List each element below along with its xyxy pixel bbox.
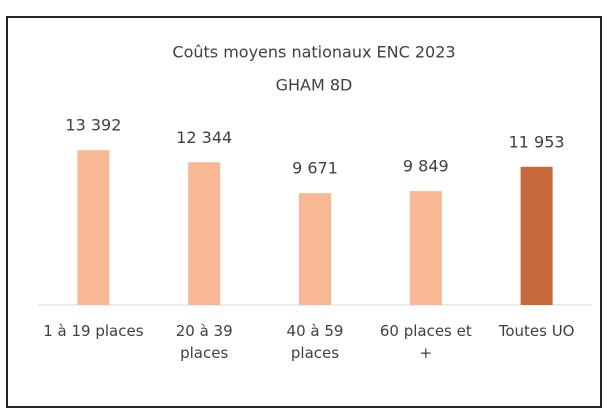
bar [188, 162, 221, 305]
data-label: 11 953 [509, 132, 565, 151]
x-tick-label: 20 à 39 places [175, 322, 233, 362]
data-label: 9 671 [292, 159, 338, 178]
bar [299, 193, 331, 305]
data-label: 12 344 [176, 128, 232, 147]
data-label: 13 392 [65, 116, 121, 135]
bar [77, 150, 110, 305]
chart-subtitle: GHAM 8D [276, 76, 353, 95]
x-tick-label: 40 à 59 places [286, 322, 344, 362]
chart-frame [6, 16, 602, 408]
x-tick-label: Toutes UO [498, 322, 575, 340]
bar [520, 166, 553, 305]
data-label: 9 849 [403, 157, 449, 176]
x-tick-label: 60 places et + [379, 322, 472, 362]
chart-title: Coûts moyens nationaux ENC 2023 [172, 43, 455, 62]
x-tick-label: 1 à 19 places [43, 322, 144, 340]
bar [409, 191, 442, 305]
